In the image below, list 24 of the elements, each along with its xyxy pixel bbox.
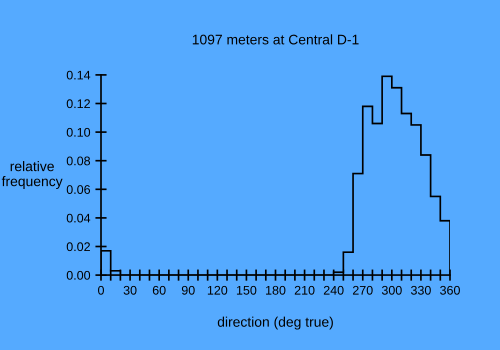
y-tick-label: 0.12 — [66, 99, 90, 108]
x-tick-label: 150 — [236, 286, 256, 295]
y-tick-label: 0.00 — [66, 270, 90, 280]
x-tick-label: 360 — [440, 286, 460, 295]
x-tick-label: 270 — [352, 286, 373, 295]
y-tick-label: 0.06 — [66, 185, 90, 194]
y-tick-label: 0.08 — [66, 156, 90, 166]
x-tick-label: 120 — [208, 286, 228, 295]
x-tick-label: 330 — [410, 286, 431, 295]
x-tick-label: 210 — [294, 286, 315, 295]
y-tick-label: 0.02 — [66, 242, 90, 252]
x-tick-label: 60 — [152, 286, 166, 295]
y-axis-title: relative frequency — [2, 161, 63, 189]
y-tick-label: 0.14 — [66, 70, 90, 80]
chart-title: 1097 meters at Central D-1 — [192, 34, 359, 44]
x-axis-title: direction (deg true) — [218, 316, 333, 330]
y-tick-label: 0.10 — [66, 128, 90, 137]
x-tick-label: 0 — [98, 286, 104, 295]
x-tick-label: 240 — [324, 286, 344, 295]
x-tick-label: 180 — [266, 286, 286, 295]
x-tick-label: 30 — [124, 286, 137, 295]
y-tick-label: 0.04 — [66, 214, 90, 223]
x-tick-label: 90 — [182, 286, 195, 295]
x-tick-label: 300 — [382, 286, 402, 295]
